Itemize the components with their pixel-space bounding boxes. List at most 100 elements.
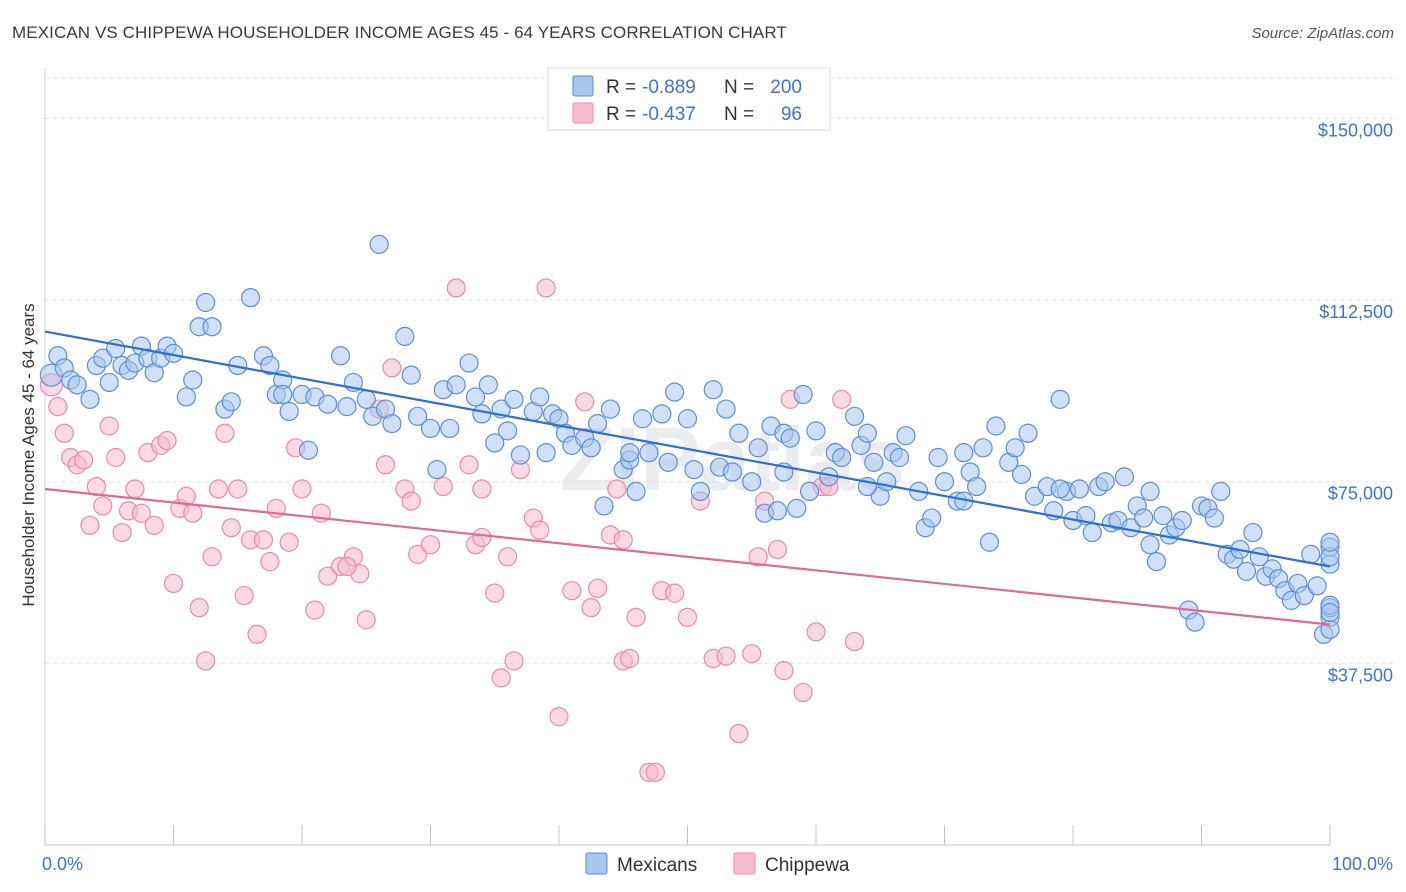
data-point [1320,532,1340,552]
data-point [183,503,203,523]
data-point [1236,561,1257,581]
grid-lines [45,77,1395,664]
data-point [318,566,338,586]
data-point [221,518,241,538]
data-point [677,409,698,429]
data-point [934,472,955,492]
axes [44,68,1331,846]
data-point [408,544,428,564]
data-point [67,375,87,395]
data-point [356,389,376,409]
data-point [684,460,704,480]
data-point [787,498,807,518]
data-point [1320,602,1340,623]
data-point [112,522,132,543]
data-point [986,416,1006,436]
data-point [253,530,274,550]
legend-r-label: R = [606,77,636,98]
data-point [196,292,216,313]
data-point [844,406,865,426]
source-label: Source: ZipAtlas.com [1251,25,1394,42]
data-point [1211,481,1231,502]
data-point [1153,506,1173,526]
data-point [658,452,678,472]
data-point [273,384,293,405]
legend: R = -0.889 N = 200 R = -0.437 N = 96 [547,67,831,131]
data-point [337,556,357,577]
data-point [877,472,897,492]
data-point [73,450,94,470]
data-point [498,547,518,567]
data-point [202,317,222,337]
data-point [420,418,441,439]
data-point [1050,479,1070,499]
data-point [446,278,466,298]
data-point [767,539,788,560]
data-point [922,508,942,528]
data-point [1069,479,1090,499]
data-point [1204,508,1224,528]
data-point [774,661,794,681]
y-tick-label: $112,500 [1319,302,1393,322]
data-point [665,382,685,402]
data-point [504,389,524,409]
data-point [337,397,357,417]
bottom-legend-chippewa: Chippewa [765,855,850,876]
data-point [260,355,280,376]
data-point [472,527,492,548]
data-point [581,598,601,618]
legend-n-label: N = [724,77,754,98]
data-point [844,631,865,652]
data-point [408,406,428,426]
data-point [806,622,826,642]
data-point [298,440,319,460]
data-point [562,581,582,601]
data-point [742,644,762,664]
data-point [80,389,100,409]
data-point [1301,544,1321,564]
data-point [780,428,800,448]
data-point [1134,508,1154,528]
data-point [530,387,550,407]
data-point [485,433,505,453]
data-point [446,375,466,395]
data-point [93,496,113,516]
data-point [510,445,531,465]
data-point [485,583,505,603]
data-point [690,481,710,502]
data-point [427,460,447,480]
data-point [382,413,402,434]
data-point [401,491,421,511]
bottom-legend-swatch-chippewa [733,852,756,875]
data-point [176,387,196,407]
data-point [536,443,556,463]
data-point [620,443,640,463]
data-point [928,447,948,468]
data-point [1050,389,1070,409]
x-tick-label: 0.0% [42,854,83,874]
data-point [99,372,119,393]
data-point [722,462,743,482]
data-point [221,392,241,412]
y-tick-label: $37,500 [1328,665,1393,685]
legend-r-value: -0.889 [642,77,696,98]
data-point [967,476,987,497]
data-point [832,389,852,409]
data-point [645,762,665,782]
data-point [1243,522,1263,543]
y-tick-label: $75,000 [1328,484,1393,504]
data-point [799,481,820,502]
data-point [189,598,209,618]
data-point [1005,438,1025,458]
data-point [954,443,974,463]
y-tick-label: $150,000 [1318,120,1393,140]
data-point [420,535,441,555]
data-point [459,353,479,373]
data-point [613,530,633,550]
data-point [665,583,685,603]
data-point [607,479,627,499]
data-point [1140,481,1160,502]
data-point [857,423,878,443]
data-point [536,278,556,298]
